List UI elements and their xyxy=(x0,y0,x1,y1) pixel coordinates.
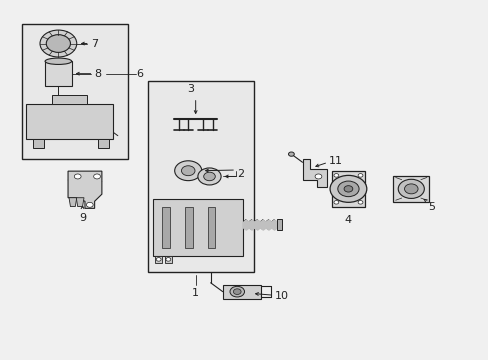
Bar xyxy=(392,176,428,202)
Circle shape xyxy=(337,181,358,197)
Text: 1: 1 xyxy=(192,288,199,298)
Circle shape xyxy=(198,168,221,185)
Text: 2: 2 xyxy=(237,168,244,179)
Polygon shape xyxy=(68,171,102,208)
Circle shape xyxy=(357,174,362,177)
Circle shape xyxy=(404,184,417,194)
Polygon shape xyxy=(302,159,326,187)
Circle shape xyxy=(174,161,202,181)
Bar xyxy=(276,219,281,230)
Text: 4: 4 xyxy=(344,215,351,225)
Bar xyxy=(223,284,261,299)
Circle shape xyxy=(314,174,321,179)
Bar xyxy=(33,139,44,148)
Circle shape xyxy=(357,201,362,204)
Circle shape xyxy=(40,30,77,57)
Circle shape xyxy=(233,289,241,294)
Circle shape xyxy=(46,35,70,53)
Bar xyxy=(147,81,254,272)
Bar xyxy=(331,171,365,207)
Circle shape xyxy=(181,166,195,176)
Circle shape xyxy=(165,258,170,261)
Text: 10: 10 xyxy=(274,291,288,301)
Circle shape xyxy=(333,174,338,177)
Bar xyxy=(152,199,243,256)
Bar xyxy=(52,95,87,104)
Circle shape xyxy=(203,172,215,181)
Bar xyxy=(45,61,72,86)
Circle shape xyxy=(288,152,294,156)
Text: 8: 8 xyxy=(94,69,102,79)
Circle shape xyxy=(74,174,81,179)
Circle shape xyxy=(229,286,244,297)
Circle shape xyxy=(156,258,161,261)
Bar xyxy=(22,24,128,159)
Circle shape xyxy=(333,201,338,204)
Bar xyxy=(26,104,113,139)
Circle shape xyxy=(94,174,100,179)
Bar xyxy=(162,207,170,248)
Polygon shape xyxy=(69,198,77,207)
Text: 3: 3 xyxy=(187,84,194,94)
Ellipse shape xyxy=(45,58,72,64)
Bar xyxy=(98,139,109,148)
Text: 6: 6 xyxy=(137,69,143,79)
Circle shape xyxy=(329,175,366,202)
Text: 5: 5 xyxy=(427,202,434,212)
Bar xyxy=(164,256,172,262)
Circle shape xyxy=(344,186,352,192)
Polygon shape xyxy=(76,198,84,207)
Bar xyxy=(155,256,162,262)
Text: 11: 11 xyxy=(328,156,343,166)
Bar xyxy=(184,207,192,248)
Circle shape xyxy=(86,202,93,207)
Bar xyxy=(207,207,215,248)
Text: 7: 7 xyxy=(91,39,98,49)
Circle shape xyxy=(397,179,424,198)
Text: 9: 9 xyxy=(79,213,86,222)
